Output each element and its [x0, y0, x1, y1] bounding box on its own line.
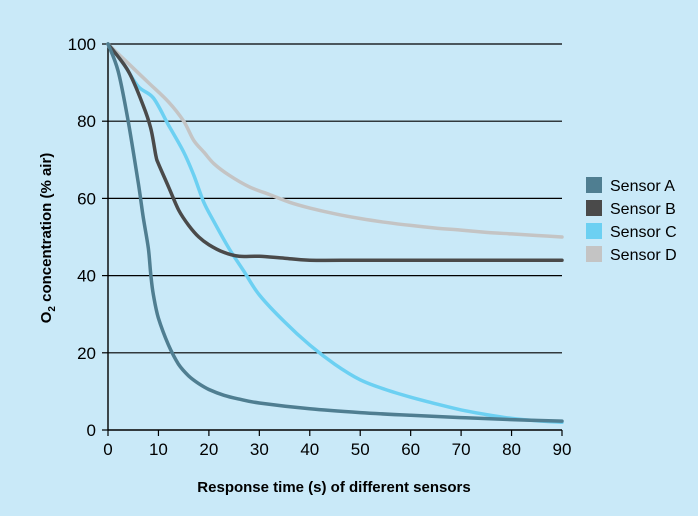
y-axis-label: O2 concentration (% air) — [38, 153, 58, 324]
x-tick-label-20: 20 — [199, 440, 218, 459]
legend-swatch-sensor-a — [586, 177, 602, 193]
x-axis-label: Response time (s) of different sensors — [197, 479, 470, 496]
x-tick-label-40: 40 — [300, 440, 319, 459]
x-tick-label-30: 30 — [250, 440, 269, 459]
y-tick-label-60: 60 — [77, 189, 96, 208]
x-tick-label-90: 90 — [553, 440, 572, 459]
gridlines — [108, 43, 562, 354]
x-tick-label-70: 70 — [452, 440, 471, 459]
legend-label-sensor-a: Sensor A — [610, 178, 675, 195]
x-tick-label-10: 10 — [149, 440, 168, 459]
legend-label-sensor-d: Sensor D — [610, 247, 677, 264]
y-tick-label-20: 20 — [77, 344, 96, 363]
series-line-sensor-d — [106, 42, 564, 239]
y-axis-label-subscript: 2 — [47, 306, 58, 312]
x-tick-label-80: 80 — [502, 440, 521, 459]
axes — [102, 43, 563, 436]
legend-swatch-sensor-c — [586, 223, 602, 239]
y-tick-label-80: 80 — [77, 112, 96, 131]
y-tick-label-40: 40 — [77, 267, 96, 286]
y-axis-label-main: O — [38, 311, 55, 323]
series-line-sensor-b — [106, 42, 564, 263]
legend: Sensor A Sensor B Sensor C Sensor D — [586, 177, 677, 264]
y-axis-label-rest: concentration (% air) — [38, 153, 55, 306]
x-tick-label-50: 50 — [351, 440, 370, 459]
y-tick-label-0: 0 — [87, 421, 96, 440]
legend-label-sensor-c: Sensor C — [610, 224, 677, 241]
legend-swatch-sensor-d — [586, 246, 602, 262]
legend-swatch-sensor-b — [586, 200, 602, 216]
series-line-sensor-a — [106, 42, 564, 423]
tick-labels: 0 20 40 60 80 100 0 10 20 30 40 50 60 70 80 90 — [68, 35, 572, 459]
x-tick-label-0: 0 — [103, 440, 112, 459]
y-tick-label-100: 100 — [68, 35, 96, 54]
series-lines — [106, 42, 564, 425]
legend-label-sensor-b: Sensor B — [610, 201, 676, 218]
series-line-sensor-c — [106, 42, 564, 425]
x-tick-label-60: 60 — [401, 440, 420, 459]
